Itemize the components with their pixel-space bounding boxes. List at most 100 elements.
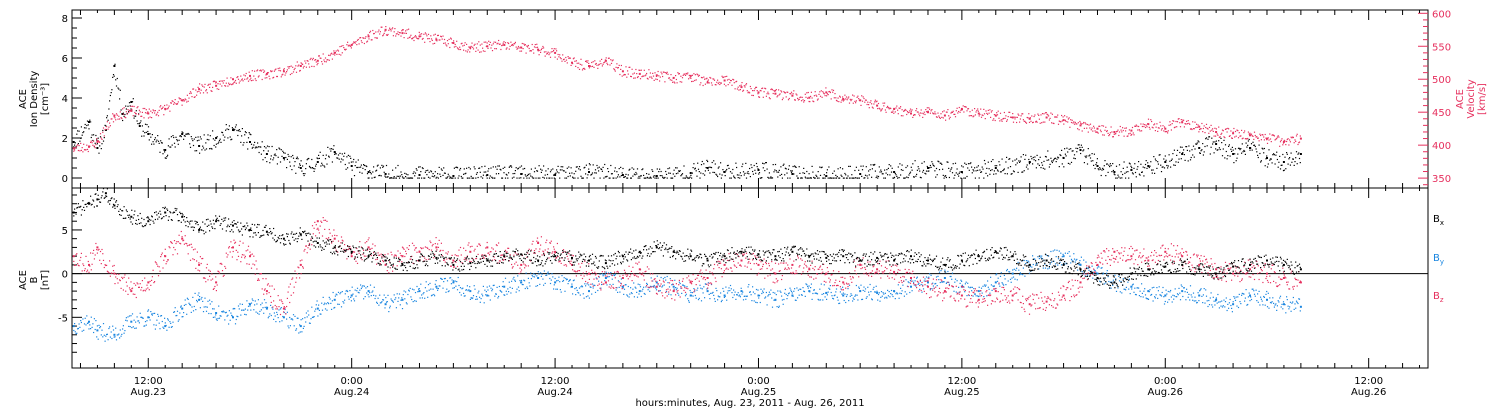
- velocity-sample: [673, 81, 675, 83]
- velocity-sample: [389, 28, 391, 30]
- velocity-sample: [960, 109, 962, 111]
- by-sample: [157, 315, 160, 317]
- velocity-sample: [865, 99, 867, 101]
- density-sample: [909, 171, 912, 173]
- density-sample: [822, 177, 824, 179]
- by-sample: [520, 282, 522, 284]
- density-point: [138, 125, 141, 127]
- velocity-sample: [1057, 114, 1059, 116]
- velocity-sample: [1228, 128, 1230, 130]
- density-sample: [830, 177, 832, 179]
- velocity-sample: [432, 43, 434, 45]
- velocity-sample: [411, 38, 414, 40]
- density-sample: [250, 134, 252, 136]
- by-sample: [1128, 278, 1130, 280]
- velocity-sample: [919, 115, 921, 117]
- density-sample: [1149, 165, 1151, 167]
- density-sample: [667, 168, 669, 170]
- density-sample: [1061, 149, 1063, 151]
- by-sample: [243, 309, 245, 311]
- by-point: [1164, 294, 1167, 297]
- velocity-sample: [453, 40, 455, 42]
- density-sample: [252, 146, 254, 148]
- velocity-sample: [999, 120, 1001, 122]
- density-sample: [456, 166, 458, 168]
- by-sample: [170, 322, 172, 324]
- by-sample: [1179, 292, 1181, 294]
- density-sample: [1027, 168, 1029, 170]
- velocity-sample: [512, 44, 514, 47]
- density-point: [621, 174, 624, 176]
- by-sample: [935, 282, 937, 285]
- velocity-sample: [502, 42, 504, 44]
- velocity-sample: [1286, 140, 1288, 143]
- density-sample: [1251, 149, 1253, 151]
- by-sample: [930, 274, 932, 276]
- by-sample: [567, 283, 569, 285]
- density-sample: [1282, 153, 1284, 156]
- by-sample: [383, 294, 385, 296]
- density-sample: [597, 167, 599, 169]
- density-sample: [277, 156, 279, 158]
- by-sample: [324, 308, 327, 310]
- by-sample: [670, 294, 672, 296]
- density-sample: [1065, 155, 1067, 157]
- velocity-sample: [577, 67, 579, 69]
- by-sample: [934, 283, 936, 285]
- velocity-sample: [1193, 128, 1195, 130]
- density-sample: [405, 173, 407, 175]
- by-sample: [774, 299, 777, 301]
- density-sample: [560, 166, 562, 168]
- velocity-sample: [281, 74, 283, 76]
- density-point: [418, 174, 421, 176]
- velocity-point: [88, 145, 90, 148]
- by-sample: [699, 284, 701, 286]
- density-sample: [907, 177, 909, 179]
- by-sample: [649, 290, 651, 292]
- velocity-sample: [1227, 127, 1229, 129]
- density-sample: [396, 175, 398, 177]
- by-point: [1198, 294, 1201, 297]
- velocity-sample: [103, 135, 105, 137]
- velocity-sample: [720, 82, 722, 84]
- velocity-sample: [83, 143, 85, 145]
- by-sample: [473, 285, 475, 287]
- by-sample: [850, 293, 852, 295]
- velocity-sample: [514, 41, 516, 43]
- velocity-sample: [757, 93, 759, 95]
- velocity-sample: [776, 96, 778, 98]
- velocity-sample: [558, 56, 560, 58]
- velocity-sample: [737, 86, 739, 88]
- velocity-sample: [395, 33, 397, 35]
- velocity-sample: [300, 62, 302, 64]
- density-sample: [378, 175, 380, 177]
- density-sample: [906, 176, 908, 178]
- velocity-sample: [247, 77, 249, 79]
- density-sample: [347, 167, 349, 169]
- velocity-sample: [641, 76, 643, 78]
- density-sample: [1208, 136, 1211, 138]
- density-sample: [1249, 149, 1251, 151]
- velocity-sample: [394, 28, 396, 30]
- by-sample: [817, 298, 819, 300]
- velocity-sample: [914, 114, 916, 116]
- density-sample: [80, 126, 82, 128]
- density-sample: [142, 130, 144, 132]
- velocity-sample: [639, 78, 642, 80]
- by-sample: [860, 284, 862, 286]
- density-sample: [901, 164, 903, 166]
- by-sample: [948, 281, 950, 283]
- velocity-sample: [439, 39, 441, 41]
- velocity-sample: [1035, 121, 1037, 123]
- velocity-axis-label-line2: Velocity: [1466, 79, 1477, 118]
- velocity-sample: [1101, 125, 1103, 127]
- density-sample: [272, 159, 274, 161]
- density-sample: [110, 92, 112, 94]
- density-sample: [1112, 163, 1114, 165]
- velocity-sample: [1155, 126, 1157, 128]
- density-sample: [1190, 156, 1192, 159]
- velocity-sample: [98, 141, 100, 143]
- density-sample: [202, 147, 205, 149]
- density-sample: [414, 175, 416, 177]
- density-sample: [925, 170, 928, 172]
